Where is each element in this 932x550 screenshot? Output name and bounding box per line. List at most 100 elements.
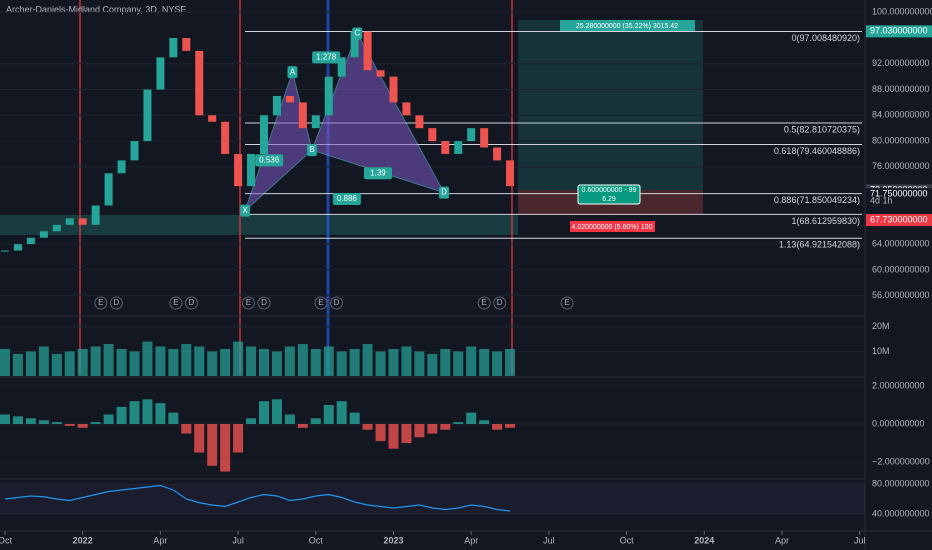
macd-bar <box>0 414 10 425</box>
volume-bar <box>51 353 62 376</box>
volume-bar <box>388 348 399 376</box>
fib-label: 1(68.612959830) <box>791 216 860 226</box>
x-tick-label: Jul <box>543 535 555 545</box>
candle <box>65 218 74 225</box>
candle <box>285 95 294 103</box>
event-icon <box>314 296 328 310</box>
y-tick-label: 88.000000000 <box>872 84 930 94</box>
event-icon <box>330 296 344 310</box>
candle <box>350 31 359 58</box>
fib-label: 0.886(71.850049234) <box>774 195 860 205</box>
volume-bar <box>466 346 477 376</box>
countdown: 4d 1h <box>870 196 893 206</box>
macd-bar <box>401 424 412 444</box>
y-tick-label: 84.000000000 <box>872 110 930 120</box>
candle <box>402 102 411 116</box>
event-label: E <box>173 298 178 307</box>
volume-bar <box>233 341 244 376</box>
volume-bar <box>38 346 49 376</box>
volume-bar <box>440 348 451 376</box>
macd-bar <box>284 414 295 425</box>
candle <box>324 76 333 116</box>
candle <box>260 115 268 154</box>
macd-bar <box>181 424 192 434</box>
volume-bar <box>155 346 166 376</box>
candle <box>52 224 61 232</box>
volume-bar <box>362 344 373 376</box>
x-tick-label: Apr <box>153 535 167 545</box>
y-tick-label: −2.000000000 <box>872 456 930 466</box>
fib-label: 1.13(64.921542088) <box>779 240 860 250</box>
ratio-box <box>312 51 341 64</box>
volume-bar <box>414 351 425 376</box>
macd-bar <box>129 401 140 425</box>
loss-label: 4.020000000 (5.60%) 100 <box>572 224 653 231</box>
candle <box>272 95 281 116</box>
pattern-point-box <box>439 186 450 199</box>
ratio-label: 0.536 <box>259 156 280 165</box>
macd-bar <box>194 424 205 453</box>
macd-bar <box>220 424 231 472</box>
volume-bar <box>336 351 347 376</box>
volume-bar <box>64 351 75 376</box>
candle <box>247 153 256 187</box>
candle <box>156 57 165 90</box>
candle <box>467 128 476 142</box>
macd-bar <box>207 424 218 466</box>
macd-bar <box>155 403 166 425</box>
event-label: D <box>334 298 340 307</box>
event-label: D <box>497 298 503 307</box>
candle <box>104 173 113 206</box>
volume-bar <box>220 348 231 376</box>
macd-bar <box>427 424 438 434</box>
macd-bar <box>259 401 269 425</box>
volume-bar <box>401 346 412 376</box>
pattern-point-label: X <box>242 206 248 215</box>
volume-bar <box>77 348 88 376</box>
volume-bar <box>103 344 114 376</box>
fib-label: 0.618(79.460048886) <box>774 146 860 156</box>
y-tick-label: 20M <box>872 321 890 331</box>
y-tick-label: 76.000000000 <box>872 161 930 171</box>
y-tick-label: 60.000000000 <box>872 264 930 274</box>
y-tick-label: 10M <box>872 346 890 356</box>
event-icon <box>169 296 183 310</box>
macd-bar <box>233 424 244 453</box>
event-icon <box>184 296 198 310</box>
macd-bar <box>388 424 399 449</box>
ratio-label: 0.886 <box>337 194 358 203</box>
macd-bar <box>64 424 75 426</box>
y-tick-label: 40.000000000 <box>872 508 930 518</box>
candle <box>234 153 243 187</box>
candle <box>78 218 87 225</box>
price-label-box <box>866 214 932 227</box>
entry-sub-label: 6.29 <box>602 196 616 203</box>
event-icon <box>257 296 271 310</box>
y-tick-label: 80.000000000 <box>872 135 930 145</box>
ratio-box <box>332 193 361 206</box>
event-icon <box>560 296 574 310</box>
event-icon <box>109 296 123 310</box>
event-icon <box>241 296 255 310</box>
volume-bar <box>297 344 308 376</box>
candle <box>182 38 191 51</box>
ratio-box <box>363 167 392 180</box>
macd-bar <box>168 412 179 425</box>
volume-bar <box>129 351 140 376</box>
event-icon <box>477 296 491 310</box>
candle <box>363 31 372 71</box>
macd-bar <box>414 424 425 438</box>
candle <box>428 128 437 142</box>
volume-bar <box>310 348 321 376</box>
event-label: E <box>318 298 323 307</box>
volume-bar <box>259 348 269 376</box>
pattern-point-box <box>287 66 298 79</box>
pattern-point-label: D <box>441 188 447 197</box>
candle <box>130 141 139 161</box>
volume-bar <box>492 351 503 376</box>
candle <box>26 237 35 245</box>
x-tick-label: Apr <box>464 535 478 545</box>
pattern-point-box <box>306 144 317 157</box>
